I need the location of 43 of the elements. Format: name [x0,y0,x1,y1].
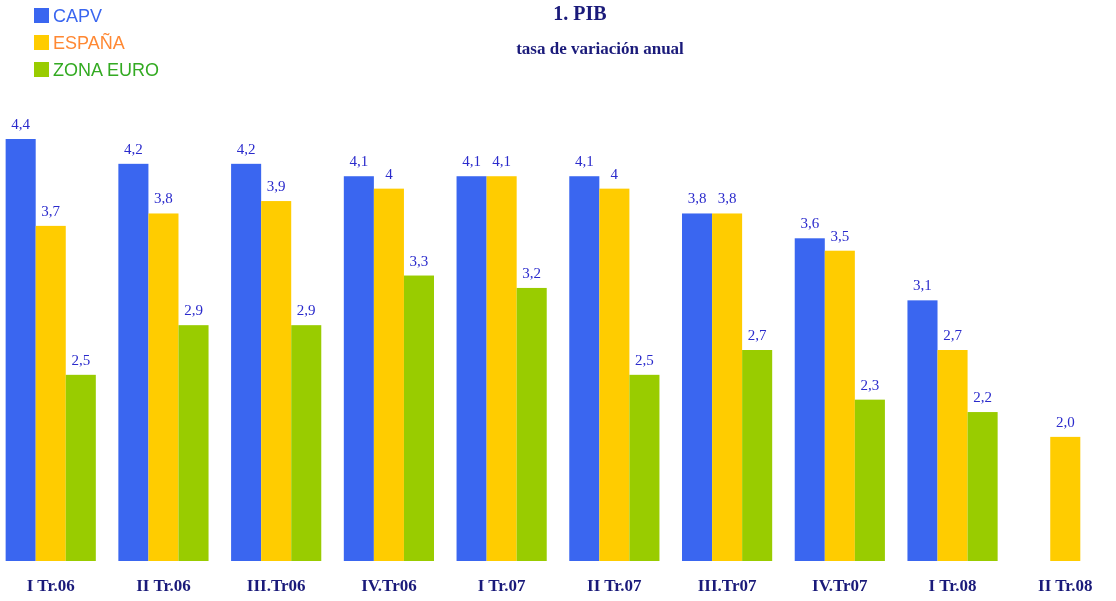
data-label: 4,1 [574,153,594,170]
legend-label: ZONA EURO [53,60,160,80]
data-label: 2,7 [747,327,768,343]
data-label: 3,7 [41,202,61,219]
data-label: 4,1 [349,153,369,170]
legend-label: CAPV [53,6,103,26]
data-label: 3,2 [522,264,542,281]
data-label: 3,5 [830,227,850,244]
data-label: 2,5 [71,351,91,368]
data-label: 4 [385,165,394,182]
data-label: 2,7 [943,327,963,343]
data-label: 2,2 [973,389,992,406]
legend-label: ESPAÑA [53,32,125,53]
data-label: 3,1 [913,277,932,294]
chart-subtitle: tasa de variación anual [516,39,685,58]
x-tick-label: I Tr.06 [26,576,75,596]
data-label: 4,2 [236,140,256,157]
data-label: 3,8 [687,190,707,207]
data-label: 3,3 [409,252,429,269]
data-label: 4,2 [124,140,143,157]
data-label: 3,9 [266,178,286,195]
data-label: 3,8 [717,190,737,207]
data-label: 2,9 [184,302,203,319]
x-tick-label: IV.Tr07 [812,576,869,596]
x-tick-label: I Tr.08 [928,576,977,596]
data-label: 4 [610,165,619,182]
x-tick-label: IV.Tr06 [361,576,417,596]
x-tick-label: III.Tr06 [246,576,306,596]
data-label: 2,0 [1055,413,1075,430]
chart-title: 1. PIB [553,2,607,24]
x-tick-label: II Tr.07 [587,576,643,596]
data-label: 4,1 [492,153,512,170]
data-label: 2,9 [296,302,316,319]
data-label: 4,1 [462,153,481,170]
data-label: 3,8 [154,190,173,207]
data-label: 3,6 [800,215,820,232]
data-label: 2,5 [635,351,654,368]
x-tick-label: II Tr.06 [136,576,191,596]
x-tick-label: II Tr.08 [1038,576,1093,596]
data-label: 2,3 [860,376,880,393]
x-tick-label: III.Tr07 [697,576,757,596]
data-label: 4,4 [11,116,31,132]
x-tick-label: I Tr.07 [477,576,527,596]
